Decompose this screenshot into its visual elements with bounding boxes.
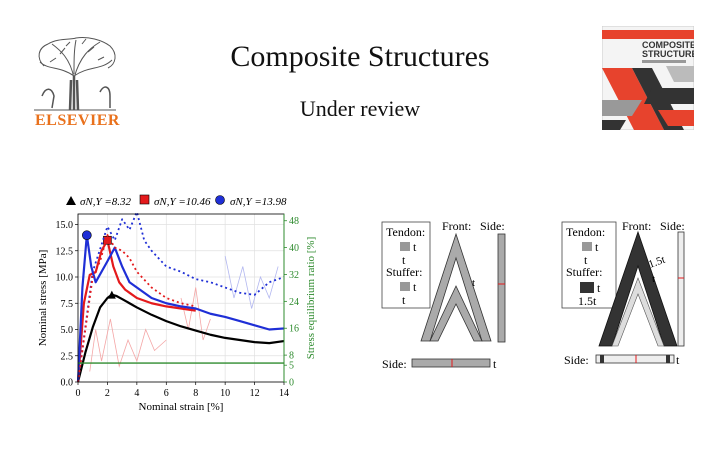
tendon-label: Tendon:	[386, 225, 425, 239]
chart-series-layer	[76, 210, 285, 383]
x-axis-label: Nominal strain [%]	[139, 401, 224, 413]
y-tick-label: 15.0	[56, 220, 74, 231]
noise-trace	[89, 318, 167, 372]
tendon-thickness-label: t	[413, 240, 417, 254]
peak-marker-0	[107, 290, 116, 299]
legend-label-3: σN,Y =13.98	[230, 196, 287, 208]
bottom-side-label: Side:	[382, 357, 407, 371]
legend-marker-triangle	[66, 196, 76, 205]
legend-box	[561, 221, 617, 309]
legend-label-2: σN,Y =10.46	[154, 196, 211, 208]
chart-ticks: 0 2 4 6 8 10 12 140.02.55.07.510.012.515.005816…	[56, 214, 299, 399]
bottom-thickness-label: t	[676, 353, 680, 367]
inner-stuffer-chevron	[429, 285, 483, 342]
inner-thickness-label: t	[472, 277, 475, 289]
legend-marker-square	[139, 194, 150, 205]
stuffer-label: Stuffer:	[566, 265, 602, 279]
peak-marker-2	[82, 230, 92, 241]
x-tick-label: 2	[105, 388, 110, 399]
tendon-label: Tendon:	[566, 225, 605, 239]
stuffer-section-swatch	[400, 282, 410, 291]
bottom-thickness-label: t	[493, 357, 497, 371]
x-tick-label: 4	[134, 388, 139, 399]
tendon-width-label: t	[402, 253, 406, 267]
cover-title-line1: COMPOSITE	[642, 40, 694, 50]
bottom-side-label: Side:	[564, 353, 589, 367]
tendon-width-label: t	[584, 253, 588, 267]
x-tick-label: 6	[164, 388, 169, 399]
page-title: Composite Structures	[230, 40, 490, 73]
legend-box	[381, 221, 431, 309]
series-line-4	[77, 234, 196, 383]
journal-cover-image: COMPOSITE STRUCTURES	[602, 26, 694, 130]
side-view-label: Side:	[660, 219, 685, 233]
y2-tick-label: 0	[289, 378, 294, 389]
legend-marker-circle	[215, 195, 225, 205]
y2-tick-label: 32	[289, 270, 299, 281]
front-dimension-label: 1.5t	[647, 254, 667, 271]
side-view-bar	[677, 231, 685, 347]
y-tick-label: 12.5	[56, 246, 74, 257]
x-tick-label: 0	[76, 388, 81, 399]
x-tick-label: 12	[250, 388, 260, 399]
front-view-label: Front:	[442, 219, 471, 233]
series-line-1	[76, 239, 196, 383]
series-line-3	[77, 210, 285, 383]
y2-tick-label: 5	[289, 361, 294, 372]
inner-stuffer-chevron	[611, 277, 665, 347]
design-diagram-uniform: Tendon: t t Stuffer: t t Front: Side: t …	[381, 219, 506, 371]
tendon-section-swatch	[582, 242, 592, 251]
x-tick-label: 8	[193, 388, 198, 399]
y-tick-label: 5.0	[61, 325, 74, 336]
stuffer-width-label: t	[402, 293, 406, 307]
y-tick-label: 7.5	[61, 299, 74, 310]
y-tick-label: 0.0	[61, 378, 74, 389]
bottom-side-bar	[411, 358, 491, 368]
y2-tick-label: 8	[289, 351, 294, 362]
x-tick-label: 10	[220, 388, 230, 399]
y2-tick-label: 16	[289, 324, 299, 335]
outer-tendon-chevron	[598, 230, 678, 347]
tendon-thickness-label: t	[595, 240, 599, 254]
legend-label-1: σN,Y =8.32	[80, 196, 132, 208]
y2-tick-label: 24	[289, 297, 299, 308]
y-tick-label: 10.0	[56, 273, 74, 284]
series-line-0	[76, 293, 285, 383]
bottom-side-bar	[595, 354, 675, 364]
page-subtitle: Under review	[299, 96, 421, 121]
y-tick-label: 2.5	[61, 351, 74, 362]
side-view-bar	[497, 233, 506, 343]
stuffer-label: Stuffer:	[386, 265, 422, 279]
y2-axis-label: Stress equilibrium ratio [%]	[305, 237, 317, 360]
inner-thickness-label: t	[652, 273, 655, 285]
elsevier-logo-text: ELSEVIER	[35, 112, 120, 129]
side-view-label: Side:	[480, 219, 505, 233]
stuffer-thickness-label: t	[597, 281, 601, 295]
stuffer-width-label: 1.5t	[578, 294, 597, 308]
noise-trace	[224, 255, 279, 309]
stuffer-section-swatch	[580, 282, 594, 293]
y-axis-label: Nominal stress [MPa]	[37, 250, 49, 347]
y2-tick-label: 48	[289, 216, 299, 227]
outer-tendon-chevron	[420, 232, 492, 342]
design-diagram-graded: Tendon: t t Stuffer: t 1.5t Front: Side:…	[561, 219, 685, 367]
tendon-section-swatch	[400, 242, 410, 251]
elsevier-tree-logo	[34, 37, 116, 111]
front-view-label: Front:	[622, 219, 651, 233]
y2-tick-label: 40	[289, 243, 299, 254]
chart-legend: σN,Y =8.32 σN,Y =10.46 σN,Y =13.98	[66, 194, 287, 208]
x-tick-label: 14	[279, 388, 289, 399]
stuffer-thickness-label: t	[413, 280, 417, 294]
cover-title-line2: STRUCTURES	[642, 49, 694, 59]
